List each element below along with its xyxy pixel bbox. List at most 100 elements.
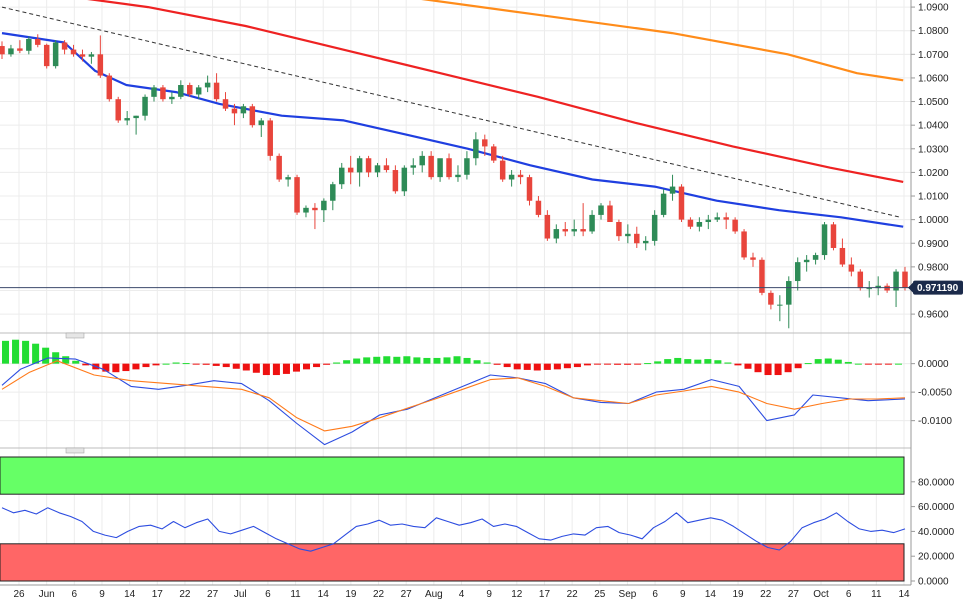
- y-tick-label: 80.0000: [918, 477, 955, 488]
- histogram-bar: [82, 363, 90, 366]
- histogram-bar: [734, 363, 742, 366]
- histogram-bar: [604, 363, 612, 365]
- histogram-bar: [252, 363, 260, 373]
- candle-body: [8, 48, 14, 55]
- histogram-bar: [724, 362, 732, 364]
- macd-axis[interactable]: 0.0000 -0.0050 -0.0100: [911, 359, 952, 427]
- histogram-bar: [62, 356, 70, 364]
- candle-body: [195, 87, 202, 95]
- ma-red-line: [87, 0, 904, 183]
- histogram-bar: [292, 363, 300, 372]
- histogram-bar: [533, 363, 541, 371]
- candle-body: [642, 240, 649, 244]
- histogram-bar: [242, 363, 250, 371]
- price-panel[interactable]: [0, 0, 911, 329]
- y-tick-label: 60.0000: [918, 502, 955, 513]
- candle-body: [338, 167, 345, 185]
- x-tick-label: 22: [567, 589, 579, 600]
- histogram-bar: [72, 360, 80, 364]
- x-tick-label: 27: [207, 589, 219, 600]
- candle-body: [902, 271, 908, 288]
- x-tick-label: 11: [871, 589, 882, 600]
- candle-body: [777, 304, 783, 306]
- candle-body: [562, 229, 569, 232]
- candle-body: [106, 75, 113, 100]
- candle-body: [249, 106, 256, 126]
- drag-handle-icon[interactable]: [65, 332, 85, 339]
- histogram-bar: [583, 363, 591, 366]
- candle-body: [17, 48, 23, 51]
- macd-panel[interactable]: [1, 339, 906, 446]
- histogram-bar: [152, 363, 160, 366]
- price-axis[interactable]: 1.0900 1.0800 1.0700 1.0600 1.0500 1.0400 1.03…: [911, 3, 949, 321]
- histogram-bar: [363, 357, 371, 364]
- panel-divider-1[interactable]: [0, 332, 911, 339]
- histogram-bar: [192, 363, 200, 365]
- candle-body: [571, 229, 577, 232]
- y-tick-label: 1.0300: [918, 144, 949, 155]
- candle-body: [607, 205, 613, 222]
- rsi-line: [1, 507, 906, 552]
- histogram-bar: [764, 363, 772, 376]
- y-tick-label: -0.0100: [918, 416, 952, 427]
- histogram-bar: [423, 357, 431, 364]
- x-tick-label: Jul: [234, 589, 247, 600]
- candle-body: [330, 184, 336, 201]
- histogram-bar: [523, 363, 531, 370]
- y-tick-label: 40.0000: [918, 527, 955, 538]
- histogram-bar: [122, 363, 130, 372]
- histogram-bar: [814, 359, 822, 364]
- histogram-bar: [844, 361, 852, 364]
- x-tick-label: 6: [846, 589, 852, 600]
- x-tick-label: 27: [788, 589, 800, 600]
- candle-body: [267, 120, 273, 156]
- histogram-bar: [543, 363, 551, 370]
- histogram-bar: [42, 347, 50, 364]
- x-tick-label: Aug: [425, 589, 443, 600]
- x-tick-label: Sep: [619, 589, 637, 600]
- y-tick-label: 1.0700: [918, 50, 949, 61]
- candle-body: [428, 155, 434, 178]
- y-tick-label: 1.0900: [918, 3, 949, 14]
- panel-divider-2[interactable]: [0, 447, 911, 454]
- candle-body: [848, 264, 855, 272]
- histogram-bar: [272, 363, 280, 376]
- x-tick-label: 14: [898, 589, 910, 600]
- candle-body: [553, 229, 560, 239]
- histogram-bar: [282, 363, 290, 374]
- time-axis[interactable]: 26 Jun 6 9 14 17 22 27 Jul 6 11 14 19 22 27 Aug 4 9 12 17 22…: [13, 589, 910, 600]
- histogram-bar: [513, 363, 521, 370]
- candle-body: [240, 106, 247, 114]
- drag-handle-icon[interactable]: [65, 447, 85, 454]
- histogram-bar: [654, 361, 662, 364]
- rsi-panel[interactable]: [0, 456, 906, 582]
- y-tick-label: 20.0000: [918, 552, 955, 563]
- histogram-bar: [383, 356, 391, 364]
- candle-body: [455, 174, 461, 178]
- candle-body: [392, 170, 399, 192]
- x-tick-label: 27: [401, 589, 413, 600]
- histogram-bar: [493, 363, 501, 365]
- candle-body: [204, 82, 211, 88]
- rsi-axis[interactable]: 80.0000 60.0000 40.0000 20.0000 0.0000: [911, 477, 955, 588]
- histogram-bar: [704, 359, 712, 364]
- histogram-bar: [132, 363, 140, 370]
- y-tick-label: 0.9800: [918, 262, 949, 273]
- histogram-bar: [142, 363, 150, 368]
- histogram-bar: [172, 362, 180, 364]
- candle-body: [133, 115, 139, 119]
- histogram-bar: [794, 363, 802, 369]
- histogram-bar: [684, 359, 692, 364]
- rsi-oversold-zone: [0, 543, 905, 582]
- ma-orange-line: [421, 0, 904, 82]
- candle-body: [464, 158, 470, 175]
- candle-body: [169, 96, 175, 100]
- histogram-bar: [2, 340, 10, 364]
- x-tick-label: 9: [680, 589, 686, 600]
- candle-body: [687, 219, 694, 227]
- rsi-overbought-zone: [0, 456, 905, 495]
- macd-line: [1, 357, 906, 446]
- histogram-bar: [573, 363, 581, 368]
- candle-body: [473, 139, 479, 159]
